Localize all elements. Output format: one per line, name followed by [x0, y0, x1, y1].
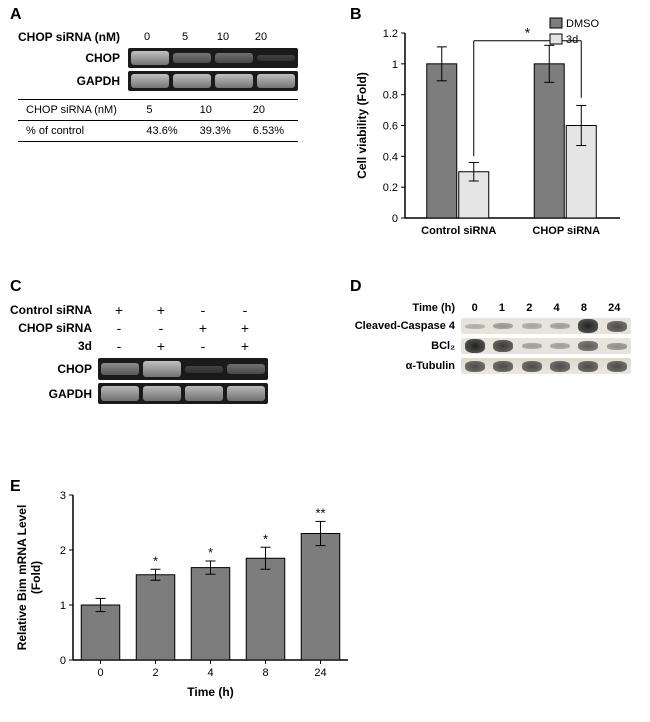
tbl-r1-label: CHOP siRNA (nM)	[18, 99, 138, 120]
svg-text:*: *	[525, 25, 531, 41]
svg-text:0: 0	[392, 213, 398, 225]
tbl-r1-v2: 20	[245, 99, 298, 120]
svg-text:DMSO: DMSO	[566, 18, 599, 30]
tbl-r2-v0: 43.6%	[138, 120, 191, 141]
svg-text:Cell viability (Fold): Cell viability (Fold)	[355, 72, 369, 179]
tbl-r2-v1: 39.3%	[192, 120, 245, 141]
panel-c: Control siRNA++--CHOP siRNA--++3d-+-+ CH…	[8, 280, 308, 407]
svg-text:*: *	[153, 553, 158, 568]
panel-a-gapdh-label: GAPDH	[18, 74, 128, 88]
svg-text:1: 1	[392, 59, 398, 71]
gel-gapdh	[128, 71, 298, 91]
svg-text:(Fold): (Fold)	[29, 561, 43, 594]
panel-a-table: CHOP siRNA (nM) 5 10 20 % of control 43.…	[18, 99, 298, 142]
gel-chop	[128, 48, 298, 68]
svg-text:0.6: 0.6	[383, 121, 398, 133]
tbl-r2-v2: 6.53%	[245, 120, 298, 141]
svg-text:0.8: 0.8	[383, 90, 398, 102]
tbl-r2-label: % of control	[18, 120, 138, 141]
svg-text:*: *	[263, 531, 268, 546]
svg-text:Time (h): Time (h)	[187, 685, 233, 699]
panel-d: Time (h) 0124824 Cleaved-Caspase 4BCl₂α-…	[350, 280, 640, 378]
svg-text:*: *	[208, 545, 213, 560]
panel-d-time-label: Time (h)	[350, 302, 455, 314]
svg-text:4: 4	[207, 667, 213, 679]
svg-text:0.4: 0.4	[383, 151, 398, 163]
tbl-r1-v1: 10	[192, 99, 245, 120]
svg-text:8: 8	[262, 667, 268, 679]
svg-text:1: 1	[60, 600, 66, 612]
svg-text:24: 24	[314, 667, 326, 679]
svg-text:2: 2	[60, 545, 66, 557]
svg-text:0.2: 0.2	[383, 182, 398, 194]
tbl-r1-v0: 5	[138, 99, 191, 120]
panel-a: CHOP siRNA (nM) 0 5 10 20 CHOP GAPDH CHO…	[8, 8, 308, 142]
svg-text:0: 0	[97, 667, 103, 679]
dose-2: 10	[204, 31, 242, 43]
svg-text:**: **	[315, 505, 325, 520]
dose-1: 5	[166, 31, 204, 43]
panel-b: 0 0.2 0.4 0.6 0.8 1 1.2 Cell viability (Fold) Co…	[350, 8, 640, 268]
panel-a-chop-label: CHOP	[18, 51, 128, 65]
svg-text:CHOP siRNA: CHOP siRNA	[532, 225, 600, 237]
dose-0: 0	[128, 31, 166, 43]
svg-text:3d: 3d	[566, 34, 578, 46]
panel-e: 0 1 2 3 Relative Bim mRNA Level(Fold) 0 * 2 * 4 * 8…	[8, 480, 368, 710]
svg-text:0: 0	[60, 655, 66, 667]
svg-text:2: 2	[152, 667, 158, 679]
svg-text:Relative Bim mRNA Level: Relative Bim mRNA Level	[15, 505, 29, 651]
panel-a-dose-header: CHOP siRNA (nM)	[18, 30, 128, 44]
chart-b-svg: 0 0.2 0.4 0.6 0.8 1 1.2 Cell viability (Fold) Co…	[350, 8, 630, 258]
svg-text:1.2: 1.2	[383, 28, 398, 40]
chart-e-svg: 0 1 2 3 Relative Bim mRNA Level(Fold) 0 * 2 * 4 * 8…	[8, 480, 358, 700]
svg-text:Control siRNA: Control siRNA	[421, 225, 496, 237]
svg-text:3: 3	[60, 490, 66, 502]
dose-3: 20	[242, 31, 280, 43]
